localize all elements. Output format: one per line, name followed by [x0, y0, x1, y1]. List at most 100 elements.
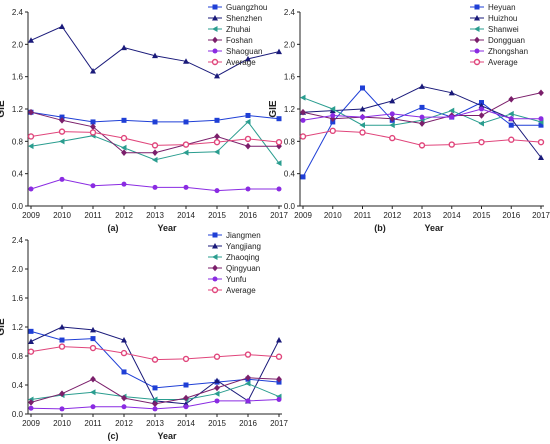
- data-point: [213, 138, 221, 146]
- legend-marker: [212, 15, 218, 21]
- data-point: [419, 104, 425, 110]
- x-axis-title: Year: [157, 223, 177, 233]
- legend-marker: [212, 264, 218, 272]
- x-axis-title: Year: [424, 223, 444, 233]
- series-yunfu: [28, 397, 282, 412]
- legend-label: Zhaoqing: [226, 253, 259, 262]
- data-point: [28, 405, 34, 411]
- data-point: [59, 23, 65, 30]
- data-point: [214, 390, 220, 397]
- legend-label: Dongguan: [488, 36, 525, 45]
- legend-marker: [212, 36, 218, 44]
- data-point: [214, 188, 220, 194]
- series-average: [27, 128, 283, 149]
- data-point: [182, 355, 190, 363]
- series-heyuan: [300, 85, 544, 180]
- legend-marker: [474, 36, 480, 44]
- data-point: [276, 116, 282, 122]
- data-point: [276, 160, 282, 167]
- data-point: [120, 134, 128, 142]
- legend-marker: [212, 48, 218, 54]
- data-point: [359, 122, 365, 129]
- legend-marker: [212, 26, 218, 32]
- y-tick-label: 2.4: [12, 8, 24, 17]
- legend-label: Zhuhai: [226, 25, 251, 34]
- y-tick-label: 1.2: [284, 105, 296, 114]
- data-point: [183, 149, 189, 156]
- data-point: [28, 338, 34, 344]
- x-tick-label: 2016: [502, 211, 520, 220]
- legend-marker: [474, 4, 480, 10]
- x-tick-label: 2016: [239, 419, 257, 428]
- data-point: [419, 114, 425, 120]
- data-point: [245, 398, 251, 404]
- panel-label: (c): [108, 431, 119, 441]
- y-tick-label: 1.2: [12, 105, 24, 114]
- data-point: [59, 406, 65, 412]
- legend-label: Shanwei: [488, 25, 519, 34]
- data-point: [59, 138, 65, 145]
- data-point: [214, 117, 220, 123]
- x-tick-label: 2012: [383, 211, 401, 220]
- data-point: [389, 115, 396, 122]
- series-average: [299, 127, 545, 149]
- series-shaoguan: [28, 176, 282, 194]
- x-tick-label: 2012: [115, 419, 133, 428]
- data-point: [538, 154, 544, 160]
- data-point: [275, 353, 283, 360]
- data-point: [183, 58, 189, 64]
- data-point: [245, 55, 251, 62]
- data-point: [121, 337, 127, 343]
- data-point: [508, 116, 514, 122]
- legend-label: Average: [226, 58, 256, 67]
- x-tick-label: 2015: [473, 211, 491, 220]
- series-zhuhai: [28, 118, 282, 167]
- y-tick-label: 0.0: [12, 202, 24, 211]
- x-tick-label: 2009: [22, 419, 40, 428]
- legend-marker: [212, 254, 218, 260]
- y-tick-label: 0.8: [12, 137, 24, 146]
- data-point: [329, 127, 336, 135]
- data-point: [151, 142, 159, 149]
- data-point: [538, 116, 544, 122]
- data-point: [276, 337, 282, 343]
- data-point: [508, 122, 514, 128]
- data-point: [508, 96, 515, 103]
- legend-marker: [474, 26, 480, 32]
- data-point: [329, 106, 336, 112]
- data-point: [89, 344, 97, 352]
- legend-marker: [212, 276, 218, 282]
- series-line: [30, 326, 280, 405]
- data-point: [245, 374, 251, 382]
- y-tick-label: 2.4: [284, 8, 296, 17]
- legend-marker: [212, 232, 218, 238]
- data-point: [449, 114, 455, 120]
- data-point: [90, 375, 96, 383]
- data-point: [300, 174, 306, 180]
- x-tick-label: 2014: [443, 211, 461, 220]
- data-point: [418, 142, 426, 149]
- data-point: [58, 343, 66, 350]
- data-point: [182, 141, 190, 148]
- data-point: [152, 149, 158, 156]
- x-tick-label: 2017: [270, 419, 288, 428]
- data-point: [508, 136, 515, 143]
- y-tick-label: 0.8: [284, 137, 296, 146]
- data-point: [90, 123, 96, 131]
- data-point: [300, 108, 306, 116]
- legend-marker: [212, 243, 218, 249]
- data-point: [213, 353, 221, 360]
- data-point: [152, 406, 158, 412]
- data-point: [214, 72, 220, 79]
- data-point: [245, 380, 251, 387]
- legend-marker: [473, 58, 481, 66]
- data-point: [479, 100, 484, 106]
- data-point: [359, 129, 366, 136]
- legend-marker: [212, 4, 218, 10]
- data-point: [183, 394, 189, 402]
- y-tick-label: 1.6: [284, 73, 296, 82]
- data-point: [59, 390, 65, 397]
- data-point: [121, 144, 127, 151]
- data-point: [183, 404, 189, 410]
- legend-label: Jiangmen: [226, 231, 261, 240]
